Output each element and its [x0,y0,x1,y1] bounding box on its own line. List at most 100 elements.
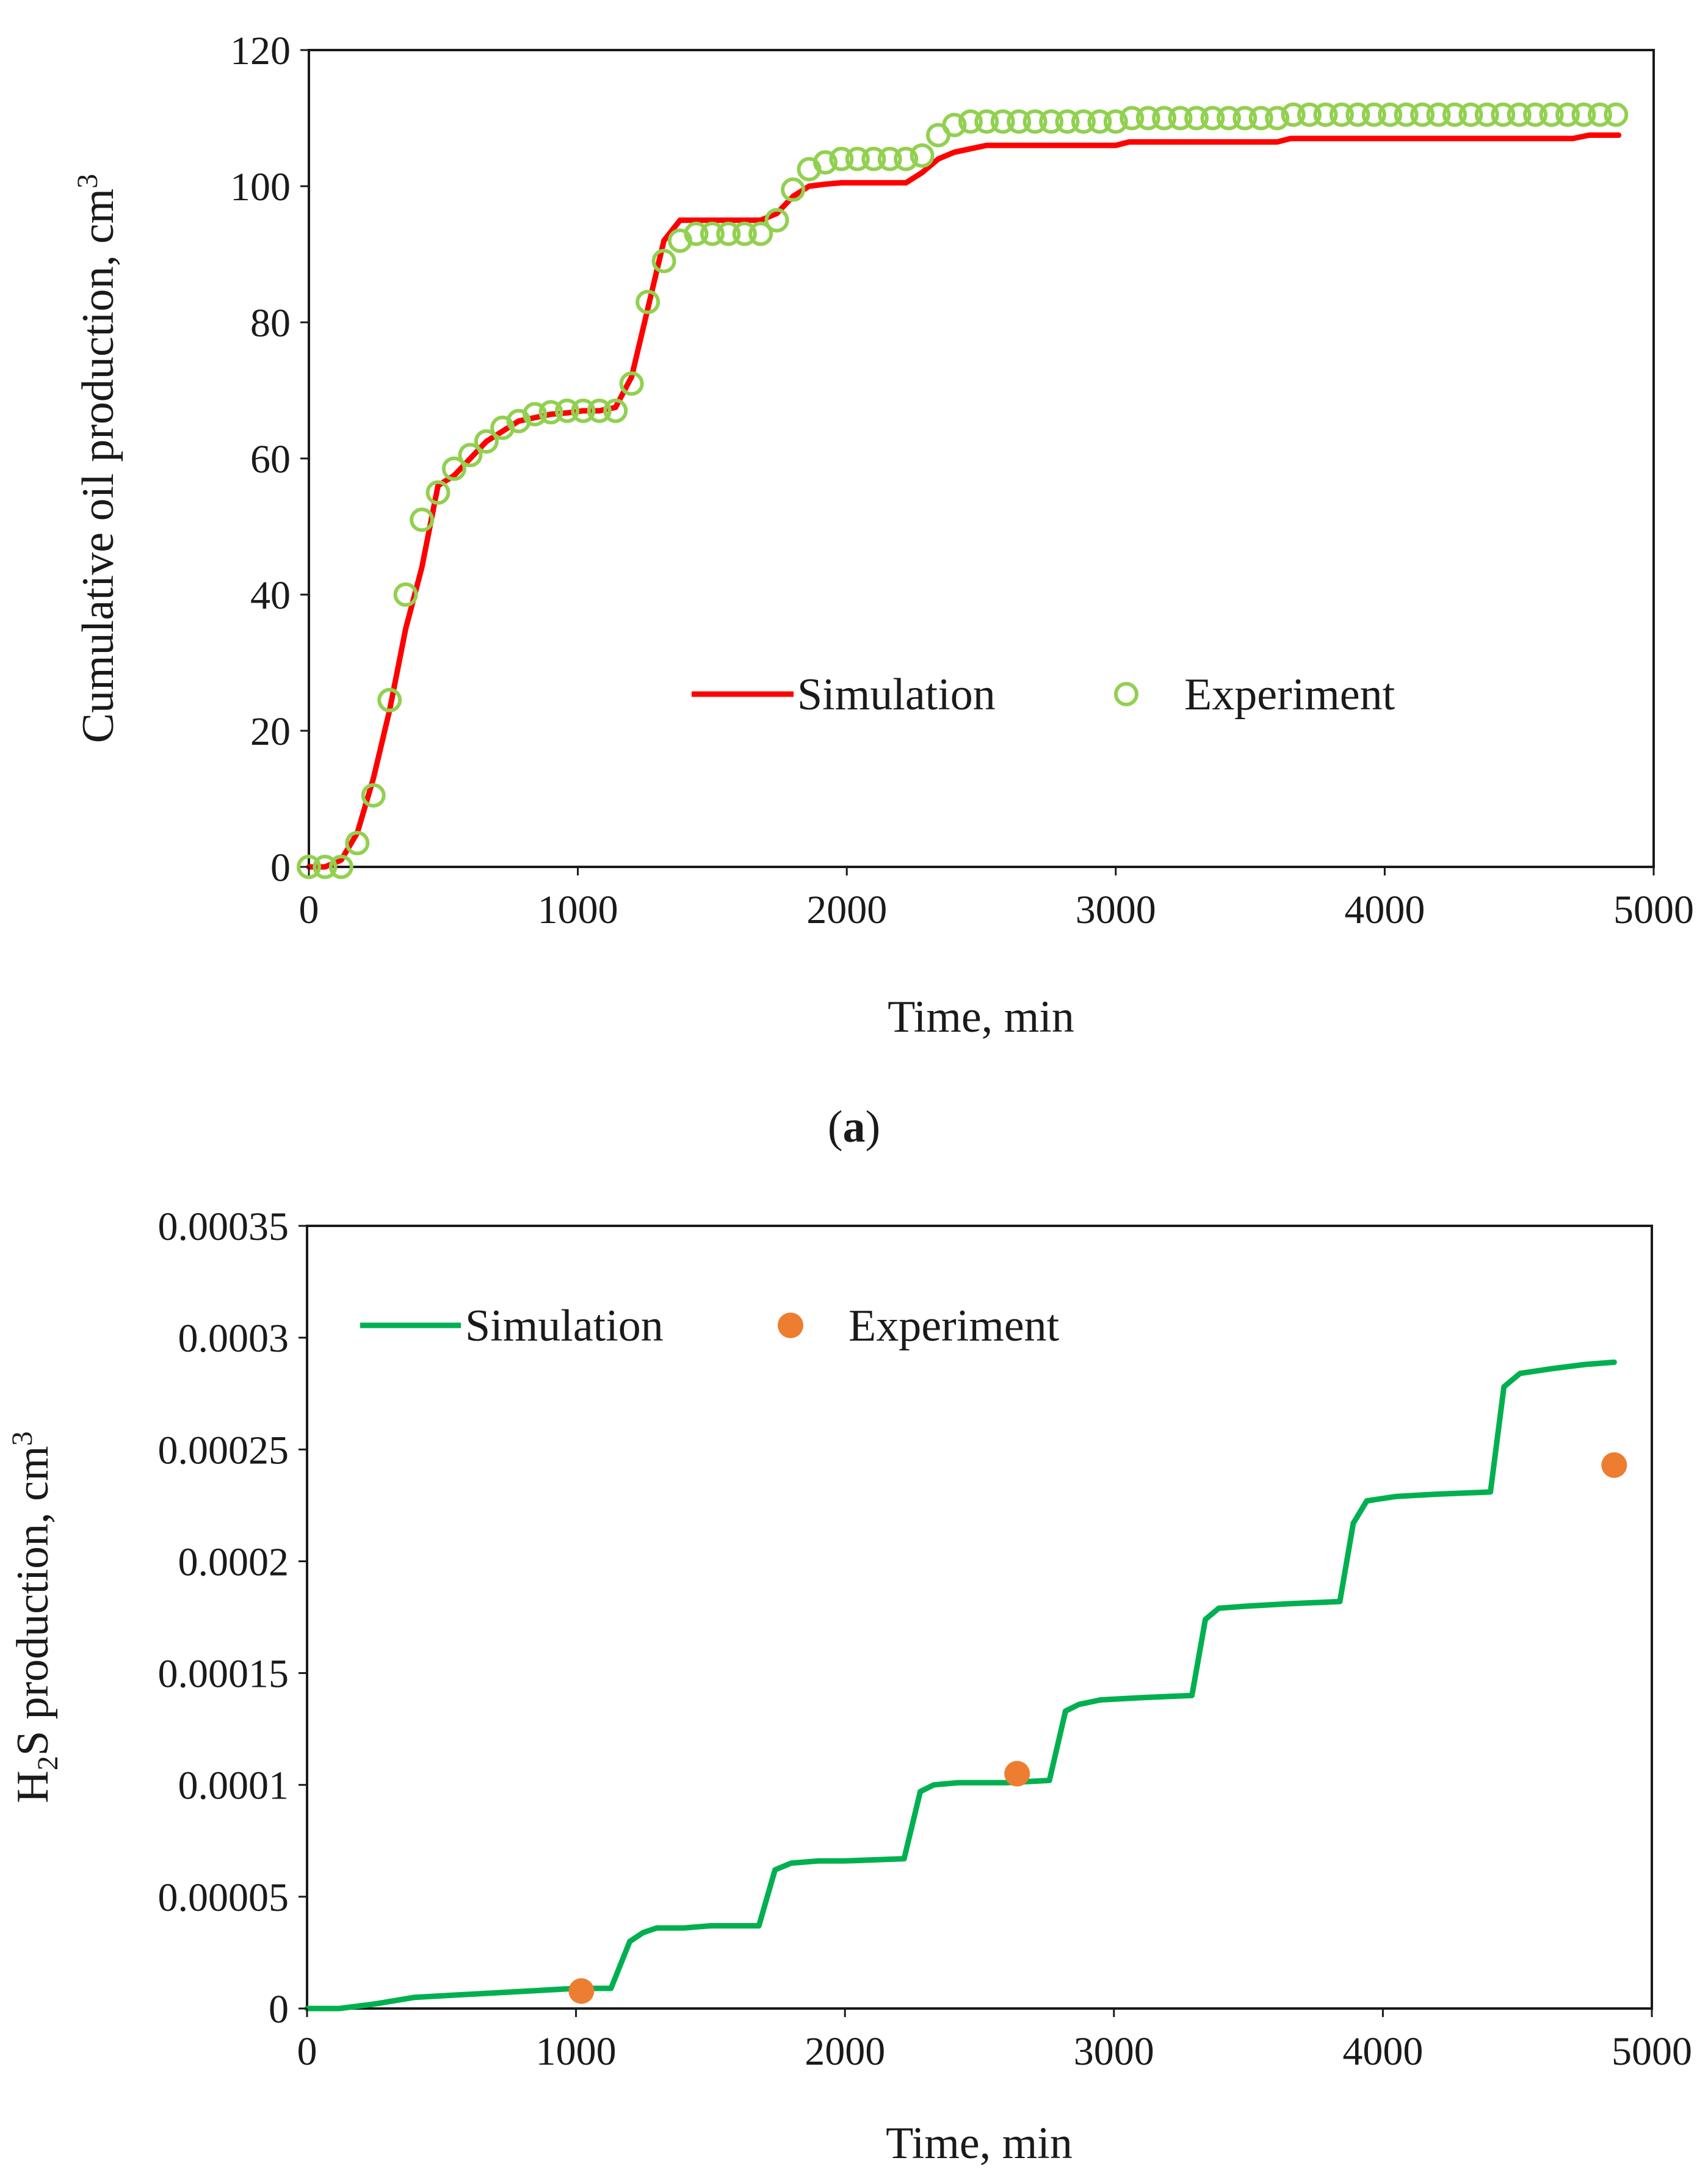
panel-a-series-experiment-point [861,147,886,172]
panel-b-y-tick-label: 0.00015 [158,1652,289,1697]
panel-a-series-experiment-point [1007,109,1032,134]
panel-b-x-tick-label: 5000 [1612,2029,1692,2074]
panel-a-series-experiment-point [1555,102,1580,127]
panel-a-series-experiment-point [1265,106,1290,131]
panel-a-series-experiment-point [877,147,902,172]
panel-a-y-tick-label: 0 [270,846,291,890]
panel-a-series-experiment-point [1248,106,1273,131]
panel-a-series-experiment-point [1216,106,1241,131]
panel-b-y-tick-label: 0 [269,1987,289,2032]
panel-a-series-simulation-line [306,132,1622,870]
panel-a-x-tick-label: 0 [299,888,319,932]
panel-a-y-axis-label: Cumulative oil production, cm3 [71,174,123,743]
panel-a-y-tick-label: 40 [250,573,291,618]
panel-a-series-experiment-point [1539,102,1564,127]
panel-a-series-experiment-point [474,429,499,454]
panel-a-series-experiment-point [1022,109,1048,134]
panel-a-series-layer [297,102,1629,879]
panel-a-series-experiment-point [894,147,919,172]
panel-b-plot-frame [306,1225,1653,2010]
panel-a-series-experiment-point [700,222,725,246]
panel-a-series-experiment-point [974,109,999,134]
panel-b-chart: 0 1000 2000 3000 4000 5000 0 0.00005 0.0001 0.000… [6,1204,1692,2168]
panel-a-x-tick-label: 2000 [806,888,887,932]
panel-b-series-experiment-point [1601,1452,1627,1478]
panel-a-y-tick-label: 80 [250,301,291,346]
panel-a-series-experiment-point [1491,102,1516,127]
panel-b-y-tick-label: 0.00005 [158,1875,289,1920]
panel-b-y-tick-label: 0.0001 [178,1764,289,1808]
panel-a-series-experiment-point [990,109,1015,134]
panel-a-series-experiment-point [1055,109,1080,134]
panel-a-series-experiment-point [1329,102,1354,127]
panel-a-series-experiment-point [684,222,709,246]
panel-a-series-experiment-point [651,248,676,273]
panel-a-legend-label-experiment: Experiment [1184,670,1395,720]
panel-b-x-axis-label: Time, min [886,2118,1073,2168]
panel-a-series-experiment-point [1313,102,1338,127]
panel-b-series-experiment-point [568,1978,595,2004]
panel-a-series-experiment-point [297,855,321,879]
panel-a-series-experiment-point [313,855,338,879]
panel-a-series-experiment-point [603,398,628,423]
panel-a-series-experiment-point [458,443,483,468]
panel-b-y-tick-label: 0.00025 [158,1428,289,1472]
panel-a-series-experiment-point [1442,102,1467,127]
panel-a-series-experiment-point [1571,102,1596,127]
panel-a-series-experiment-point [748,222,773,246]
panel-b-y-axis-label: H2S production, cm3 [6,1431,64,1803]
panel-a-series-experiment-point [1232,106,1257,131]
panel-a-series-experiment-point [410,507,435,532]
panel-b-x-tick-label: 2000 [805,2029,885,2074]
panel-a-series-experiment-point [619,371,644,396]
panel-a-series-experiment-point [1394,102,1419,127]
panel-b-legend: Simulation Experiment [360,1301,1060,1351]
panel-a-series-experiment-point [1184,106,1209,131]
panel-b-x-tick-label: 0 [297,2029,317,2074]
panel-a-series-experiment-point [1087,109,1112,134]
panel-a-series-experiment-point [1135,106,1160,131]
panel-a-series-experiment-point [635,289,660,314]
panel-a-series-experiment-point [942,112,967,137]
panel-a-series-experiment-point [1507,102,1532,127]
panel-a-series-experiment-point [1103,109,1128,134]
panel-b-y-tick-label: 0.00035 [158,1204,289,1249]
panel-a-series-experiment-point [1361,102,1386,127]
panel-a-series-experiment-point [1071,109,1096,134]
panel-a-series-experiment-point [1458,102,1483,127]
panel-a-series-experiment-point [1378,102,1403,127]
panel-b-x-tick-label: 3000 [1074,2029,1154,2074]
panel-b-legend-label-experiment: Experiment [849,1301,1060,1351]
panel-a-series-experiment-point [1474,102,1499,127]
panel-a-series-experiment-point [829,147,854,172]
panel-a-x-axis-label: Time, min [888,992,1074,1042]
panel-a-series-experiment-point [1297,102,1322,127]
panel-a-series-experiment-point [1281,102,1306,127]
panel-a-x-tick-label: 5000 [1613,888,1694,932]
panel-a-y-tick-label: 100 [230,165,291,209]
panel-b-x-tick-label: 4000 [1342,2029,1423,2074]
panel-a-series-experiment-point [1152,106,1177,131]
panel-a-series-experiment-point [781,177,806,202]
panel-a-series-experiment-point [1345,102,1370,127]
panel-a-series-experiment-point [571,398,596,423]
panel-a-series-experiment-point [958,109,983,134]
panel-a-x-tick-label: 1000 [538,888,618,932]
panel-a-series-experiment-point [716,222,741,246]
panel-a-x-tick-label: 4000 [1344,888,1425,932]
panel-a-series-experiment-point [1120,106,1145,131]
panel-a-series-experiment-point [1587,102,1612,127]
panel-a-series-experiment-point [764,208,789,233]
panel-a-series-experiment-point [393,582,418,607]
panel-a-series-experiment-point [377,687,402,712]
panel-a-series-experiment-point [1426,102,1451,127]
panel-a-caption: (a) [828,1102,880,1152]
panel-a-series-experiment-point [1039,109,1064,134]
panel-a-series-experiment-point [1168,106,1193,131]
panel-b-y-tick-label: 0.0003 [178,1316,289,1361]
panel-a-series-experiment-point [1200,106,1225,131]
panel-b-series-experiment-point [1004,1761,1030,1787]
panel-a-chart: 0 1000 2000 3000 4000 5000 0 20 40 60 80 100 120 Tim… [71,29,1694,1152]
panel-a-series-experiment-point [910,143,935,168]
panel-a-series-experiment-point [813,150,838,175]
